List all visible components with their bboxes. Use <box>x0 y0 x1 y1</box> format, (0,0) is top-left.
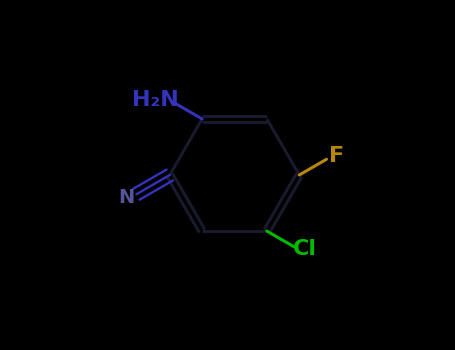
Text: F: F <box>329 146 344 167</box>
Text: N: N <box>118 188 135 206</box>
Text: H₂N: H₂N <box>132 90 179 110</box>
Text: Cl: Cl <box>293 239 317 259</box>
